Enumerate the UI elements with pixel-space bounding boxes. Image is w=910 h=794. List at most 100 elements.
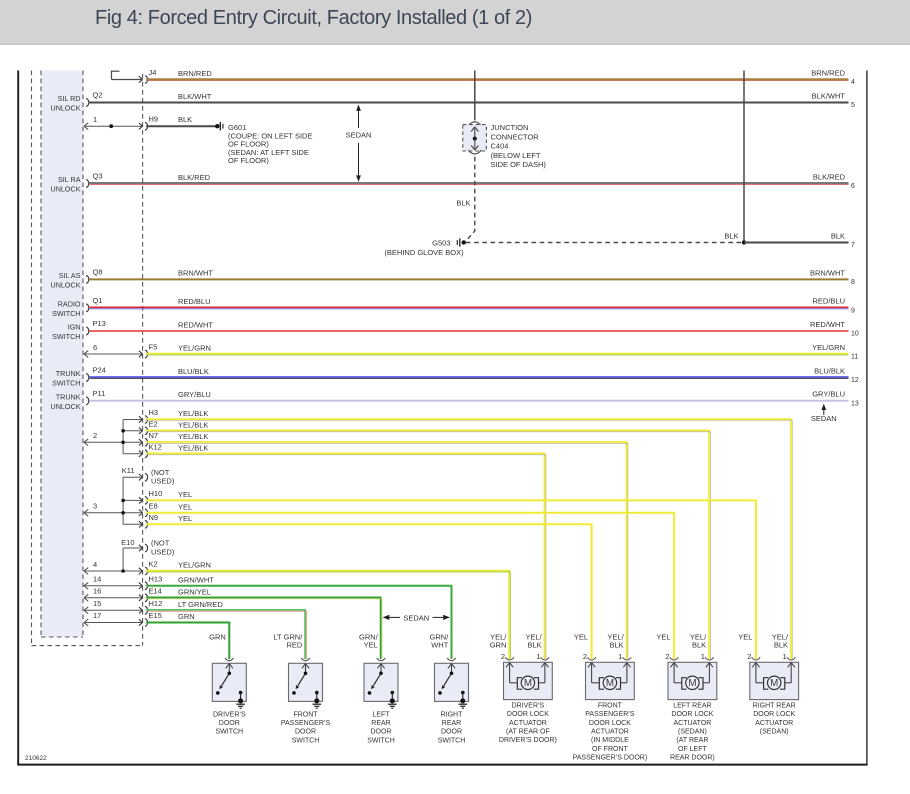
svg-text:1: 1: [93, 115, 97, 124]
svg-text:BRN/WHT: BRN/WHT: [178, 269, 213, 278]
svg-text:SEDAN: SEDAN: [811, 414, 837, 423]
svg-text:1: 1: [701, 652, 705, 661]
svg-text:17: 17: [93, 611, 101, 620]
svg-text:YEL: YEL: [574, 632, 588, 641]
svg-text:RIGHT: RIGHT: [441, 712, 464, 719]
svg-text:16: 16: [93, 587, 101, 596]
svg-text:BRN/RED: BRN/RED: [178, 69, 212, 78]
svg-text:SWITCH: SWITCH: [52, 379, 80, 388]
svg-text:YEL: YEL: [178, 490, 192, 499]
svg-text:3: 3: [93, 502, 97, 511]
svg-text:SIL RD: SIL RD: [58, 94, 81, 103]
svg-text:DOOR LOCK: DOOR LOCK: [753, 711, 795, 718]
svg-text:YEL: YEL: [178, 502, 192, 511]
svg-text:GRN: GRN: [490, 641, 507, 650]
svg-text:YEL: YEL: [178, 514, 192, 523]
svg-text:G601: G601: [228, 123, 246, 132]
svg-text:SWITCH: SWITCH: [438, 737, 466, 744]
svg-text:SEDAN: SEDAN: [346, 130, 372, 139]
svg-text:JUNCTION: JUNCTION: [491, 123, 529, 132]
svg-text:E14: E14: [149, 587, 162, 596]
svg-text:ACTUATOR: ACTUATOR: [755, 720, 793, 727]
svg-text:7: 7: [851, 242, 855, 249]
svg-text:G503: G503: [432, 239, 450, 248]
svg-text:Q8: Q8: [93, 267, 103, 276]
svg-text:YEL: YEL: [738, 632, 752, 641]
svg-text:P13: P13: [93, 319, 106, 328]
svg-text:GRN/: GRN/: [430, 632, 450, 641]
svg-text:OF FRONT: OF FRONT: [592, 746, 628, 753]
svg-text:12: 12: [851, 377, 859, 384]
svg-text:GRN: GRN: [209, 632, 226, 641]
svg-text:H12: H12: [149, 599, 163, 608]
svg-text:6: 6: [93, 343, 97, 352]
svg-text:BRN/WHT: BRN/WHT: [810, 268, 845, 277]
svg-text:BLK: BLK: [178, 115, 192, 124]
svg-text:ACTUATOR: ACTUATOR: [591, 728, 629, 735]
svg-text:11: 11: [851, 354, 858, 361]
svg-text:BLK/RED: BLK/RED: [178, 173, 211, 182]
svg-text:BLK/RED: BLK/RED: [813, 172, 846, 181]
svg-text:(BEHIND GLOVE BOX): (BEHIND GLOVE BOX): [384, 248, 464, 257]
svg-text:SWITCH: SWITCH: [292, 737, 320, 744]
svg-text:BLK: BLK: [456, 199, 470, 208]
svg-text:UNLOCK: UNLOCK: [51, 185, 81, 194]
svg-text:BLU/BLK: BLU/BLK: [814, 366, 845, 375]
svg-text:2: 2: [665, 652, 669, 661]
svg-text:YEL/BLK: YEL/BLK: [178, 409, 208, 418]
svg-text:CONNECTOR: CONNECTOR: [491, 132, 540, 141]
svg-text:E2: E2: [149, 420, 158, 429]
svg-text:K11: K11: [122, 466, 135, 475]
svg-text:(NOT: (NOT: [151, 468, 170, 477]
svg-text:RED/BLU: RED/BLU: [812, 297, 845, 306]
svg-text:BLK: BLK: [610, 641, 624, 650]
svg-text:P24: P24: [93, 366, 106, 375]
svg-text:1: 1: [783, 652, 787, 661]
svg-text:Q2: Q2: [93, 91, 103, 100]
svg-text:RED/BLU: RED/BLU: [178, 297, 211, 306]
svg-text:H13: H13: [149, 575, 163, 584]
svg-text:(AT REAR: (AT REAR: [676, 737, 708, 744]
svg-text:SIL AS: SIL AS: [59, 271, 81, 280]
svg-text:E10: E10: [121, 538, 134, 547]
svg-text:OF FLOOR): OF FLOOR): [228, 140, 269, 149]
svg-text:2: 2: [501, 652, 505, 661]
svg-text:LT GRN/RED: LT GRN/RED: [178, 600, 223, 609]
svg-text:14: 14: [93, 575, 101, 584]
svg-text:10: 10: [851, 331, 859, 338]
svg-text:SEDAN: SEDAN: [403, 613, 429, 622]
svg-text:ACTUATOR: ACTUATOR: [509, 720, 547, 727]
svg-text:IGN: IGN: [68, 323, 81, 332]
svg-text:YEL: YEL: [364, 641, 378, 650]
svg-text:(SEDAN): (SEDAN): [760, 728, 789, 735]
svg-text:H3: H3: [149, 408, 159, 417]
svg-text:BLK: BLK: [692, 641, 706, 650]
svg-text:OF FLOOR): OF FLOOR): [228, 156, 269, 165]
svg-text:GRN: GRN: [178, 612, 195, 621]
svg-text:Q1: Q1: [93, 296, 103, 305]
svg-text:GRY/BLU: GRY/BLU: [178, 390, 211, 399]
svg-text:M: M: [770, 678, 778, 689]
svg-text:GRN/YEL: GRN/YEL: [178, 587, 211, 596]
svg-text:C404: C404: [491, 142, 509, 151]
svg-text:LEFT: LEFT: [372, 712, 390, 719]
svg-text:M: M: [524, 678, 532, 689]
svg-text:BLK: BLK: [528, 641, 542, 650]
svg-text:DOOR LOCK: DOOR LOCK: [507, 711, 549, 718]
svg-text:F5: F5: [149, 343, 158, 352]
svg-text:OF LEFT: OF LEFT: [678, 746, 708, 753]
svg-text:1: 1: [618, 652, 622, 661]
svg-text:RED/WHT: RED/WHT: [810, 320, 845, 329]
svg-text:M: M: [688, 678, 696, 689]
svg-text:BRN/RED: BRN/RED: [811, 68, 845, 77]
svg-text:H10: H10: [149, 489, 163, 498]
svg-text:YEL/: YEL/: [525, 632, 542, 641]
svg-text:YEL/GRN: YEL/GRN: [178, 343, 211, 352]
svg-text:5: 5: [851, 102, 855, 109]
svg-text:FRONT: FRONT: [293, 712, 318, 719]
svg-text:LEFT REAR: LEFT REAR: [673, 703, 711, 710]
svg-text:(SEDAN): (SEDAN): [678, 728, 707, 735]
svg-text:PASSENGER’S: PASSENGER’S: [281, 720, 331, 727]
svg-text:K12: K12: [149, 443, 162, 452]
svg-text:1: 1: [536, 652, 540, 661]
